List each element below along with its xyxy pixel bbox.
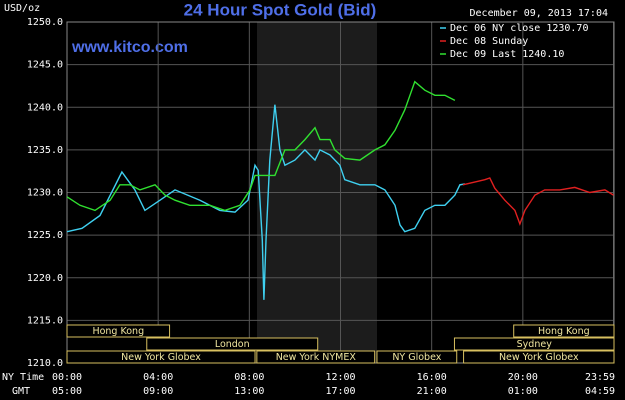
date-label: December 09, 2013 17:04 (470, 8, 608, 19)
session-label: New York Globex (499, 352, 579, 363)
y-tick-label: 1220.0 (27, 273, 63, 284)
x2-tick-label: 01:00 (508, 386, 538, 397)
x-tick-label: 16:00 (417, 372, 447, 383)
y-tick-label: 1250.0 (27, 17, 63, 28)
session-bar (453, 337, 615, 351)
legend-label: Dec 09 Last 1240.10 (450, 49, 564, 60)
y-tick-label: 1225.0 (27, 230, 63, 241)
x-tick-label: 08:00 (234, 372, 264, 383)
x2-tick-label: 21:00 (417, 386, 447, 397)
series-line (66, 80, 456, 212)
session-label: NY Globex (392, 352, 441, 363)
x2-axis-label: GMT (12, 386, 30, 397)
x2-tick-label: 04:59 (585, 386, 615, 397)
chart-title: 24 Hour Spot Gold (Bid) (184, 0, 377, 19)
session-bar (256, 350, 376, 364)
x2-tick-label: 05:00 (52, 386, 82, 397)
session-bar (463, 350, 615, 364)
series-line (462, 177, 614, 227)
session-bar (376, 350, 458, 364)
x-tick-label: 20:00 (508, 372, 538, 383)
watermark: www.kitco.com (71, 39, 188, 56)
session-label: Sydney (517, 339, 553, 350)
x-tick-label: 23:59 (585, 372, 615, 383)
legend-label: Dec 08 Sunday (450, 36, 528, 47)
session-bar (66, 350, 256, 364)
y-tick-label: 1210.0 (27, 358, 63, 369)
x-tick-label: 04:00 (143, 372, 173, 383)
series-line (66, 104, 466, 300)
y-tick-label: 1215.0 (27, 315, 63, 326)
y-tick-label: 1245.0 (27, 60, 63, 71)
session-label: Hong Kong (538, 326, 590, 337)
session-bar (513, 324, 615, 338)
session-label: New York NYMEX (276, 352, 357, 363)
y-tick-label: 1230.0 (27, 188, 63, 199)
x2-tick-label: 13:00 (234, 386, 264, 397)
session-label: New York Globex (121, 352, 201, 363)
x2-tick-label: 09:00 (143, 386, 173, 397)
y-tick-label: 1235.0 (27, 145, 63, 156)
y-axis-label: USD/oz (4, 3, 40, 14)
x-tick-label: 12:00 (325, 372, 355, 383)
session-label: Hong Kong (92, 326, 144, 337)
x2-tick-label: 17:00 (325, 386, 355, 397)
session-label: London (215, 339, 250, 350)
y-tick-label: 1240.0 (27, 102, 63, 113)
session-bar (66, 324, 171, 338)
session-bar (146, 337, 319, 351)
x-axis-label: NY Time (2, 372, 44, 383)
legend-label: Dec 06 NY close 1230.70 (450, 23, 588, 34)
x-tick-label: 00:00 (52, 372, 82, 383)
